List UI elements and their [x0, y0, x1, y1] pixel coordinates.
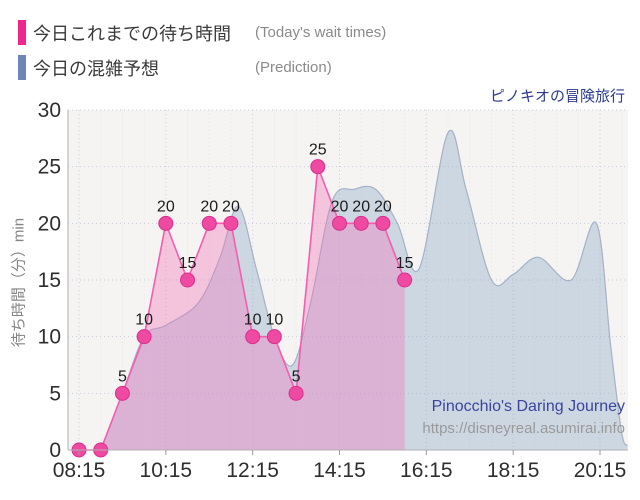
data-point-dot[interactable] [375, 215, 391, 231]
legend: 今日これまでの待ち時間 (Today's wait times) 今日の混雑予想… [18, 20, 386, 90]
data-point-label: 20 [222, 198, 240, 215]
legend-label-prediction: 今日の混雑予想 [33, 58, 159, 79]
data-point-label: 20 [352, 198, 370, 215]
actual-line [79, 166, 406, 451]
data-point-label: 15 [179, 255, 197, 272]
watermark-attraction-name: Pinocchio's Daring Journey [431, 398, 625, 415]
actual-area [79, 166, 405, 450]
data-point-dot[interactable] [266, 329, 282, 345]
actual-series-swatch [18, 20, 26, 45]
data-point-dot[interactable] [201, 215, 217, 231]
data-point-dot[interactable] [397, 272, 413, 288]
legend-item-actual: 今日これまでの待ち時間 (Today's wait times) [18, 20, 386, 45]
y-tick-label: 25 [38, 156, 61, 179]
data-point-label: 20 [374, 198, 392, 215]
prediction-series [100, 129, 629, 451]
data-point-dot[interactable] [136, 329, 152, 345]
prediction-series-swatch [18, 55, 26, 80]
x-tick-label: 20:15 [574, 459, 627, 482]
data-point-label: 15 [396, 255, 414, 272]
data-point-label: 5 [292, 368, 301, 385]
data-point-label: 25 [309, 142, 327, 159]
data-point-dot[interactable] [223, 215, 239, 231]
data-point-label: 10 [135, 312, 153, 329]
x-tick-label: 18:15 [487, 459, 540, 482]
data-point-dot[interactable] [114, 385, 130, 401]
axes: 08:15 10:15 12:15 14:15 16:15 18:15 20:1505101… [38, 99, 628, 482]
legend-sublabel-prediction: (Prediction) [255, 59, 332, 76]
legend-sublabel-actual: (Today's wait times) [255, 24, 387, 41]
x-tick-label: 14:15 [313, 459, 366, 482]
attraction-title: ピノキオの冒険旅行 [489, 88, 625, 105]
data-point-label: 20 [200, 198, 218, 215]
data-point-dot[interactable] [158, 215, 174, 231]
data-point-dot[interactable] [353, 215, 369, 231]
x-tick-label: 16:15 [400, 459, 453, 482]
y-tick-label: 15 [38, 269, 61, 292]
watermark-site-url[interactable]: https://disneyreal.asumirai.info [422, 420, 625, 437]
y-tick-label: 20 [38, 212, 61, 235]
y-axis-title: 待ち時間（分）min [10, 217, 28, 348]
y-tick-label: 0 [49, 439, 61, 462]
y-tick-label: 10 [38, 326, 61, 349]
y-tick-label: 30 [38, 99, 61, 122]
data-point-label: 20 [331, 198, 349, 215]
data-point-label: 5 [118, 368, 127, 385]
data-point-dot[interactable] [288, 385, 304, 401]
x-tick-label: 08:15 [53, 459, 106, 482]
data-point-label: 10 [244, 312, 262, 329]
data-point-dot[interactable] [245, 329, 261, 345]
data-point-label: 20 [157, 198, 175, 215]
x-tick-label: 12:15 [226, 459, 279, 482]
data-point-dot[interactable] [180, 272, 196, 288]
x-tick-label: 10:15 [140, 459, 193, 482]
prediction-line [100, 129, 629, 451]
data-point-dot[interactable] [332, 215, 347, 231]
data-point-dot[interactable] [310, 159, 326, 175]
y-tick-label: 5 [49, 382, 61, 405]
prediction-area [100, 130, 628, 450]
gridlines [68, 109, 628, 450]
data-point-label: 10 [265, 312, 283, 329]
legend-label-actual: 今日これまでの待ち時間 [33, 23, 231, 44]
legend-item-prediction: 今日の混雑予想 (Prediction) [18, 55, 386, 80]
